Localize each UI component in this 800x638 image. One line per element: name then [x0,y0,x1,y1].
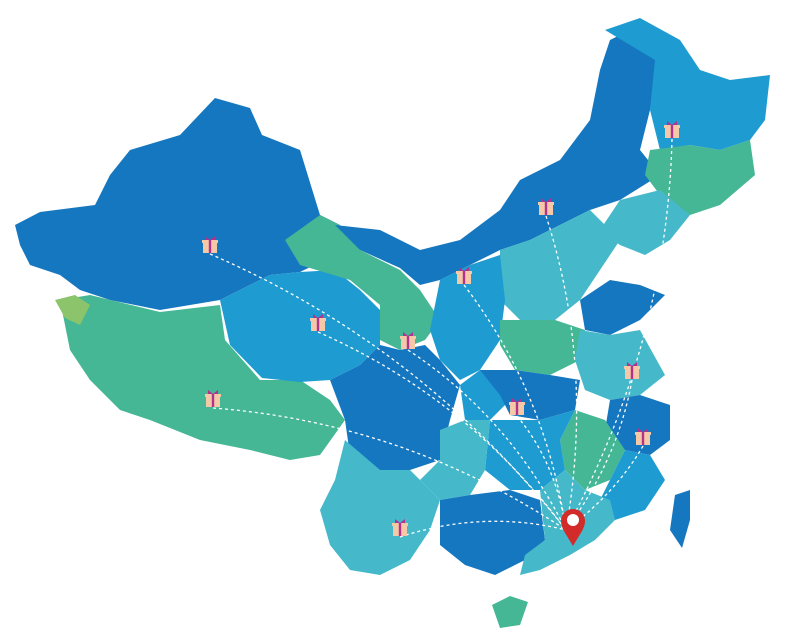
region-jiangsu-anhui[interactable] [575,330,665,400]
region-hainan[interactable] [492,596,528,628]
region-henan[interactable] [500,320,585,375]
region-qinghai[interactable] [220,270,380,382]
gift-box-icon[interactable] [664,121,680,138]
gift-box-icon[interactable] [635,428,651,445]
region-jilin[interactable] [645,140,755,215]
region-hubei[interactable] [480,370,580,420]
region-fujian[interactable] [600,450,665,520]
route-line [463,284,567,531]
route-line [212,407,567,531]
region-tibet[interactable] [60,295,345,460]
gift-box-icon[interactable] [205,390,221,407]
region-zhejiang[interactable] [605,395,670,455]
location-pin-icon[interactable] [561,509,585,546]
origin-markers [202,121,680,536]
region-inner-mongolia[interactable] [335,25,660,285]
region-shandong[interactable] [580,280,665,335]
gift-box-icon[interactable] [509,398,525,415]
gift-box-icon[interactable] [538,198,554,215]
destination-pin[interactable] [561,509,585,546]
route-line [209,253,567,531]
region-shaanxi[interactable] [430,255,505,380]
region-taiwan[interactable] [670,490,690,548]
gift-box-icon[interactable] [202,236,218,253]
gift-box-icon[interactable] [624,362,640,379]
region-sichuan[interactable] [330,345,460,470]
route-line [317,331,567,531]
route-line [545,215,578,531]
region-yunnan[interactable] [320,440,440,575]
region-xinjiang[interactable] [15,98,340,310]
pin-center [567,514,579,526]
region-guangxi[interactable] [440,490,545,575]
region-heilongjiang[interactable] [605,18,770,150]
gift-box-icon[interactable] [456,267,472,284]
route-line [399,520,567,538]
route-line [407,349,567,531]
map-regions [15,18,770,628]
gift-box-icon[interactable] [310,314,326,331]
route-line [565,138,673,531]
region-gansu[interactable] [285,215,440,350]
route-line [565,445,644,531]
gift-box-icon[interactable] [400,332,416,349]
region-guizhou[interactable] [420,420,490,500]
region-aksai[interactable] [55,295,90,325]
gift-box-icon[interactable] [392,519,408,536]
region-hunan[interactable] [485,410,575,490]
